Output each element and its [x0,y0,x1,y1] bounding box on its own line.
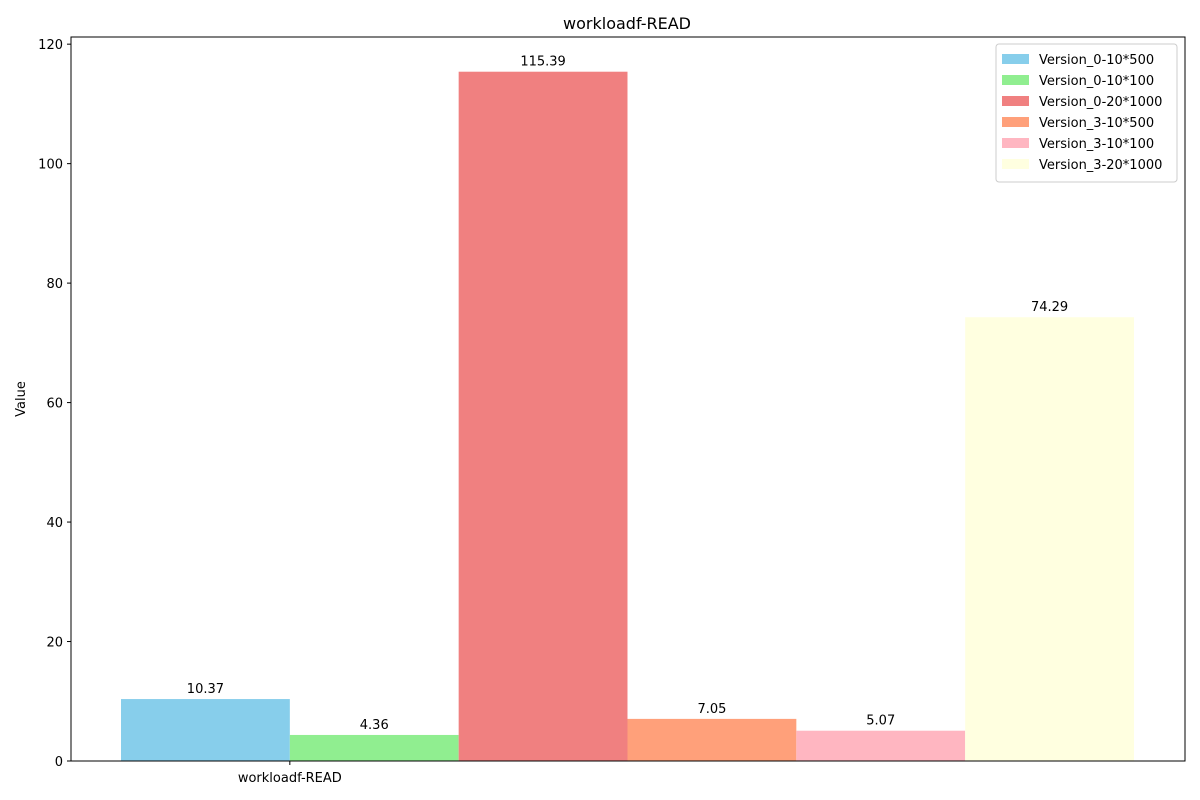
legend-entry: Version_3-20*1000 [1039,158,1162,173]
bar-data-label: 115.39 [520,55,566,70]
legend-entry: Version_3-10*100 [1039,137,1154,152]
y-axis-label: Value [14,381,29,417]
x-axis-ticks: workloadf-READ [238,761,342,786]
bar [458,71,628,761]
y-tick-label: 60 [46,397,63,412]
bar-data-label: 10.37 [187,682,224,697]
bar-data-label: 5.07 [866,714,895,729]
y-tick-label: 0 [55,755,63,770]
y-tick-label: 80 [46,277,63,292]
bar-data-label: 74.29 [1031,300,1068,315]
legend-swatch [1002,117,1029,127]
bar [121,699,290,761]
y-tick-label: 100 [38,158,63,173]
legend-swatch [1002,75,1029,85]
legend-entry: Version_0-10*500 [1039,53,1154,68]
y-axis-ticks: 0 20 40 60 80 100 120 [38,38,71,770]
y-tick-label: 20 [46,636,63,651]
chart-title: workloadf-READ [563,14,691,33]
bar-data-label: 7.05 [697,702,726,717]
legend-entry: Version_0-20*1000 [1039,95,1162,110]
legend-entry: Version_3-10*500 [1039,116,1154,131]
legend-entry: Version_0-10*100 [1039,74,1154,89]
legend-swatch [1002,96,1029,106]
bars [121,71,1134,761]
y-tick-label: 40 [46,516,63,531]
bar [796,730,966,761]
legend-swatch [1002,54,1029,64]
legend-swatch [1002,138,1029,148]
legend-swatch [1002,159,1029,169]
plot-frame [70,36,1186,762]
bar [965,317,1134,761]
bar [627,718,797,761]
legend-box [995,43,1178,183]
bar [289,734,459,761]
bar-data-labels: 10.37 4.36 115.39 7.05 5.07 74.29 [187,55,1068,733]
x-tick-label: workloadf-READ [238,771,342,786]
y-tick-label: 120 [38,38,63,53]
legend: Version_0-10*500 Version_0-10*100 Version_… [995,43,1178,183]
bar-data-label: 4.36 [360,718,389,733]
